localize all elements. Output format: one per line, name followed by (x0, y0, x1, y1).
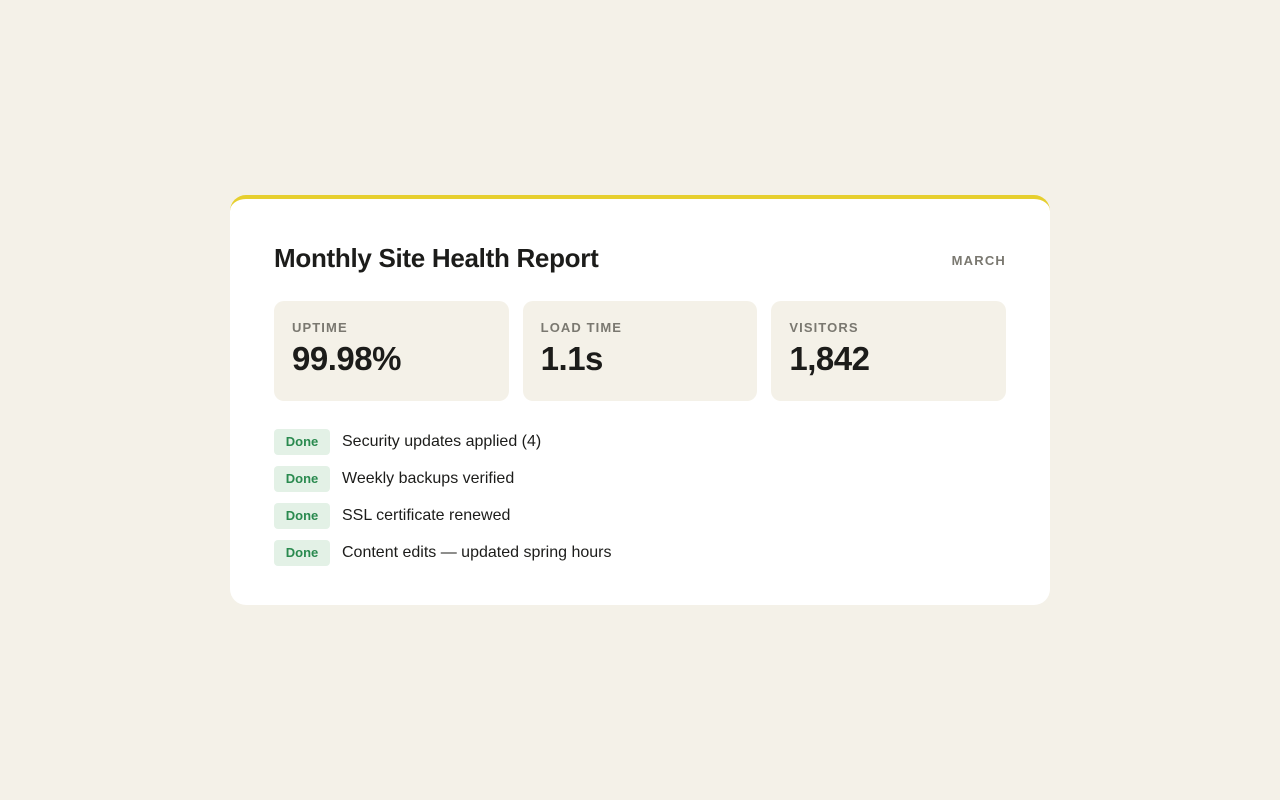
list-item: Done Content edits — updated spring hour… (274, 540, 1006, 566)
metric-value: 1,842 (789, 340, 870, 377)
task-text: SSL certificate renewed (342, 507, 511, 524)
list-item: Done Security updates applied (4) (274, 429, 1006, 455)
metric-uptime: UPTIME 99.98% (274, 301, 509, 401)
metric-label: LOAD TIME (540, 320, 623, 335)
metric-label: UPTIME (292, 320, 348, 335)
metric-value: 99.98% (292, 340, 401, 377)
task-text: Security updates applied (4) (342, 433, 542, 450)
report-period: MARCH (951, 252, 1006, 268)
task-text: Content edits — updated spring hours (342, 544, 612, 561)
task-text: Weekly backups verified (342, 470, 515, 487)
status-badge: Done (274, 540, 330, 566)
site-health-report-card: Monthly Site Health Report MARCH UPTIME … (230, 195, 1050, 605)
metric-value: 1.1s (540, 340, 604, 377)
status-badge: Done (274, 466, 330, 492)
metric-visitors: VISITORS 1,842 (771, 301, 1007, 401)
task-list: Done Security updates applied (4) Done W… (274, 429, 1006, 566)
list-item: Done SSL certificate renewed (274, 503, 1006, 529)
list-item: Done Weekly backups verified (274, 466, 1006, 492)
metric-label: VISITORS (789, 320, 859, 335)
status-badge: Done (274, 503, 330, 529)
report-title: Monthly Site Health Report (274, 242, 599, 273)
status-badge: Done (274, 429, 330, 455)
metrics-row: UPTIME 99.98% LOAD TIME 1.1s VISITORS 1,… (274, 301, 1007, 401)
report-header: Monthly Site Health Report MARCH (274, 240, 1006, 276)
metric-load-time: LOAD TIME 1.1s (522, 301, 758, 401)
